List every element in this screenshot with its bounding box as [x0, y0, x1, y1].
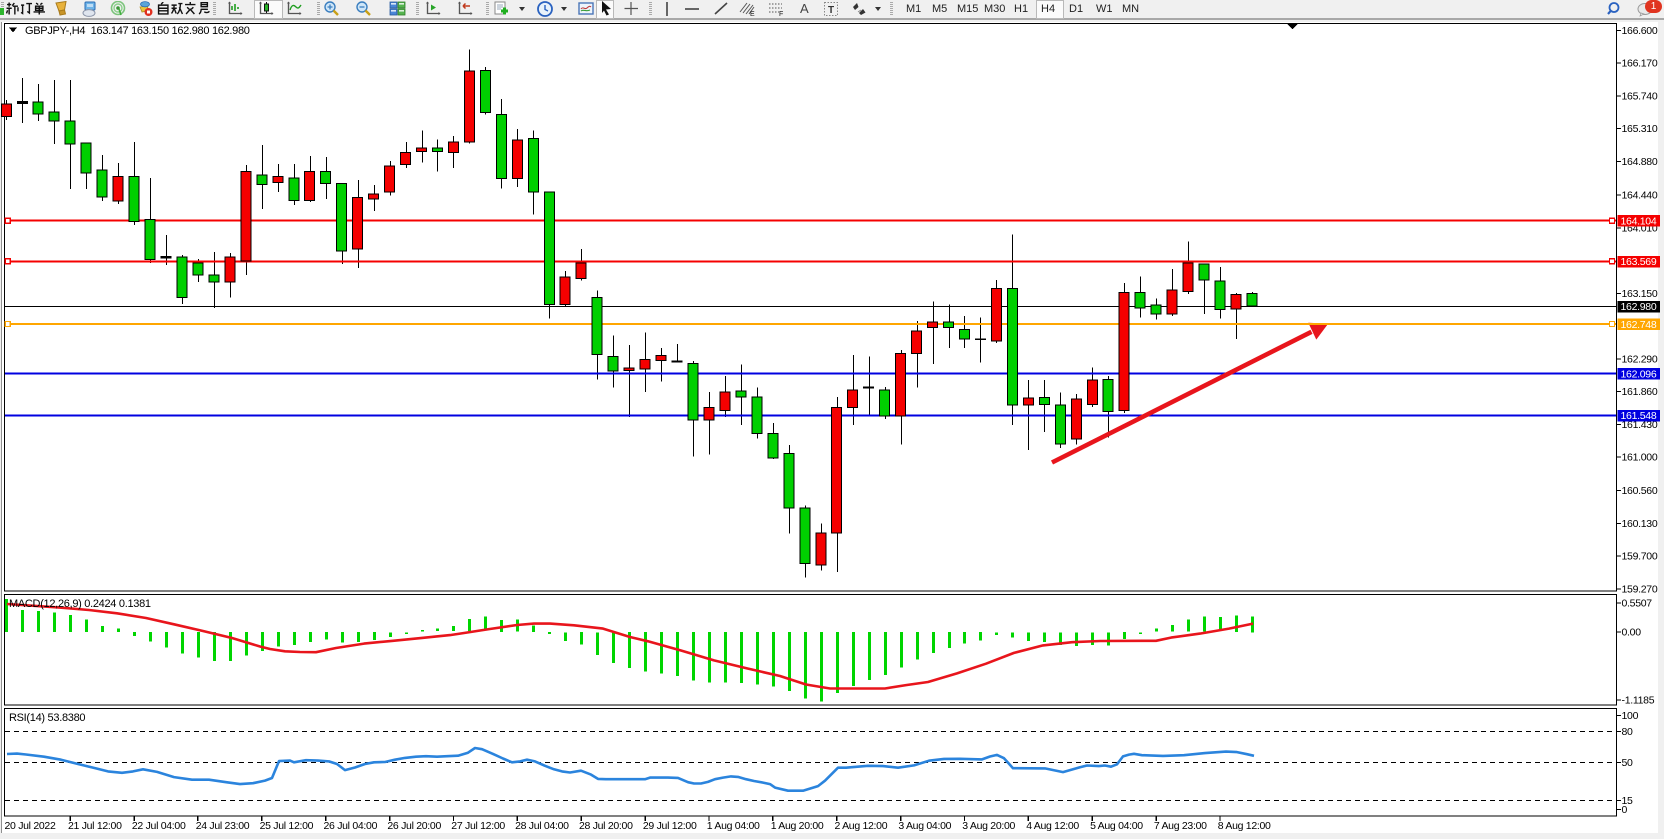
svg-text:0.5507: 0.5507	[1622, 598, 1653, 610]
svg-text:162.290: 162.290	[1622, 353, 1658, 365]
svg-text:161.548: 161.548	[1621, 410, 1657, 422]
svg-text:28 Jul 20:00: 28 Jul 20:00	[579, 820, 633, 832]
svg-text:164.440: 164.440	[1622, 190, 1658, 202]
svg-text:4 Aug 12:00: 4 Aug 12:00	[1026, 820, 1079, 832]
svg-text:159.270: 159.270	[1622, 584, 1658, 596]
svg-text:164.104: 164.104	[1621, 215, 1657, 227]
svg-text:162.096: 162.096	[1621, 369, 1657, 381]
svg-text:80: 80	[1622, 726, 1634, 738]
svg-text:GBPJPY-,H4 163.147 163.150 16: GBPJPY-,H4 163.147 163.150 162.980 162.9…	[25, 25, 250, 37]
svg-text:1 Aug 20:00: 1 Aug 20:00	[771, 820, 824, 832]
svg-text:2 Aug 12:00: 2 Aug 12:00	[835, 820, 888, 832]
svg-text:F: F	[779, 11, 783, 17]
svg-text:162.748: 162.748	[1621, 319, 1657, 331]
svg-text:3 Aug 04:00: 3 Aug 04:00	[898, 820, 951, 832]
svg-text:163.150: 163.150	[1622, 288, 1658, 300]
svg-text:161.430: 161.430	[1622, 419, 1658, 431]
svg-text:28 Jul 04:00: 28 Jul 04:00	[515, 820, 569, 832]
svg-text:-1.1185: -1.1185	[1622, 695, 1655, 707]
svg-text:159.700: 159.700	[1622, 551, 1658, 563]
svg-text:100: 100	[1622, 710, 1639, 722]
svg-text:0: 0	[1622, 804, 1628, 816]
svg-text:165.740: 165.740	[1622, 91, 1658, 103]
svg-text:5 Aug 04:00: 5 Aug 04:00	[1090, 820, 1143, 832]
svg-text:26 Jul 20:00: 26 Jul 20:00	[387, 820, 441, 832]
svg-text:29 Jul 12:00: 29 Jul 12:00	[643, 820, 697, 832]
svg-text:160.130: 160.130	[1622, 518, 1658, 530]
svg-text:RSI(14) 53.8380: RSI(14) 53.8380	[9, 712, 85, 724]
svg-text:25 Jul 12:00: 25 Jul 12:00	[260, 820, 314, 832]
svg-text:166.600: 166.600	[1622, 25, 1658, 37]
svg-text:1 Aug 04:00: 1 Aug 04:00	[707, 820, 760, 832]
svg-text:161.860: 161.860	[1622, 386, 1658, 398]
svg-text:163.569: 163.569	[1621, 256, 1657, 268]
svg-text:161.000: 161.000	[1622, 452, 1658, 464]
svg-text:24 Jul 23:00: 24 Jul 23:00	[196, 820, 250, 832]
svg-text:3 Aug 20:00: 3 Aug 20:00	[962, 820, 1015, 832]
svg-text:15: 15	[1622, 795, 1634, 807]
svg-text:166.170: 166.170	[1622, 58, 1658, 70]
svg-text:26 Jul 04:00: 26 Jul 04:00	[324, 820, 378, 832]
svg-text:0.00: 0.00	[1622, 627, 1642, 639]
svg-text:50: 50	[1622, 757, 1634, 769]
svg-text:160.560: 160.560	[1622, 485, 1658, 497]
svg-text:27 Jul 12:00: 27 Jul 12:00	[451, 820, 505, 832]
svg-text:22 Jul 04:00: 22 Jul 04:00	[132, 820, 186, 832]
svg-text:T: T	[828, 5, 834, 16]
svg-text:164.880: 164.880	[1622, 156, 1658, 168]
svg-text:21 Jul 12:00: 21 Jul 12:00	[68, 820, 122, 832]
svg-text:8 Aug 12:00: 8 Aug 12:00	[1218, 820, 1271, 832]
svg-text:E: E	[750, 11, 755, 17]
svg-text:7 Aug 23:00: 7 Aug 23:00	[1154, 820, 1207, 832]
svg-text:165.310: 165.310	[1622, 123, 1658, 135]
svg-text:162.980: 162.980	[1621, 301, 1657, 313]
svg-text:20 Jul 2022: 20 Jul 2022	[5, 820, 56, 832]
svg-text:MACD(12,26,9) 0.2424 0.1381: MACD(12,26,9) 0.2424 0.1381	[9, 598, 151, 610]
